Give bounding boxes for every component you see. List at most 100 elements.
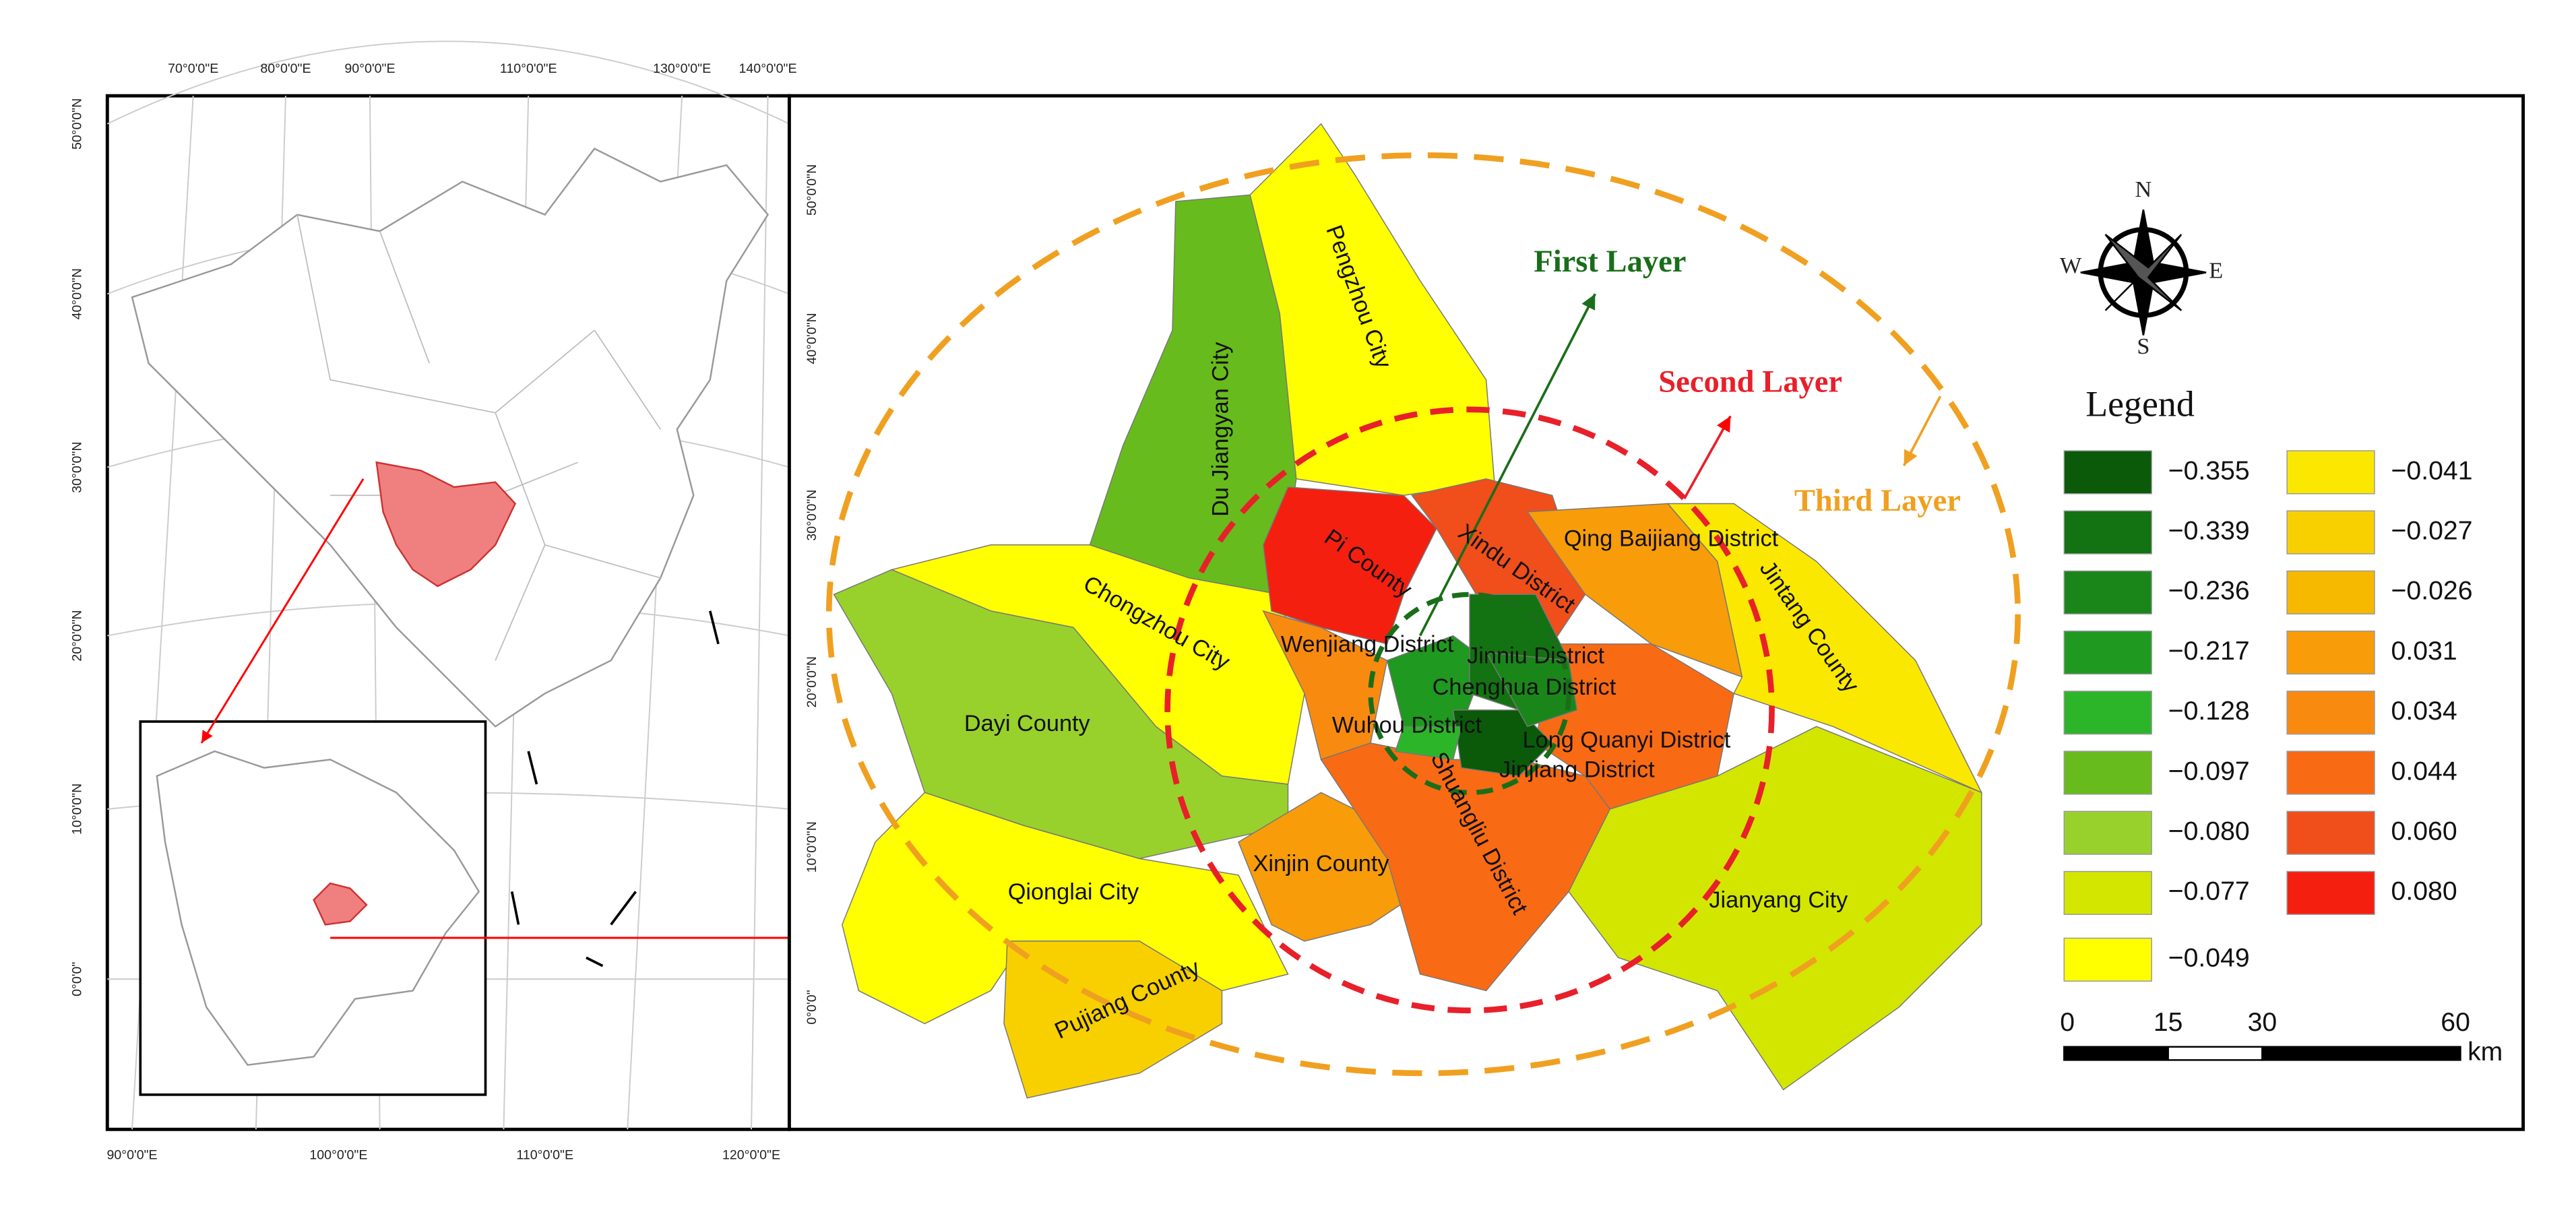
lon-label: 80°0'0"E — [260, 61, 311, 76]
legend-label: −0.041 — [2391, 456, 2473, 485]
legend-label: −0.097 — [2168, 757, 2250, 786]
district-area — [1394, 726, 1462, 761]
legend-label: 0.034 — [2391, 697, 2457, 726]
district-area — [1568, 726, 1982, 1091]
lon-label: 120°0'0"E — [722, 1148, 780, 1163]
compass-letter: N — [2135, 177, 2152, 202]
legend-label: −0.217 — [2168, 637, 2250, 666]
lat-label: 40°0'0"N — [805, 313, 819, 364]
legend-swatch — [2063, 570, 2152, 614]
layer-arrow — [1902, 395, 1942, 466]
legend-label: −0.080 — [2168, 817, 2250, 846]
legend-label: −0.236 — [2168, 577, 2250, 606]
compass — [2080, 210, 2207, 336]
lon-label: 110°0'0"E — [500, 61, 557, 76]
legend-title: Legend — [2085, 384, 2195, 424]
legend-swatch — [2286, 810, 2375, 855]
legend-swatch — [2063, 510, 2152, 554]
legend-label: −0.128 — [2168, 697, 2250, 726]
legend-label: 0.080 — [2391, 877, 2457, 906]
legend-label: 0.044 — [2391, 757, 2457, 786]
island-dash — [586, 956, 604, 967]
island-dash — [610, 891, 637, 926]
scale-segment — [2261, 1046, 2461, 1061]
district-label: Du Jiangyan City — [1208, 342, 1234, 517]
legend-label: −0.049 — [2168, 944, 2250, 973]
lat-label: 50°0'0"N — [69, 98, 84, 150]
legend-label: −0.355 — [2168, 456, 2250, 485]
parallel — [106, 40, 790, 125]
lat-label: 20°0'0"N — [805, 656, 819, 707]
legend-swatch — [2063, 691, 2152, 735]
island-dash — [708, 610, 720, 645]
lat-label: 40°0'0"N — [69, 268, 84, 319]
legend-swatch — [2286, 751, 2375, 795]
legend-swatch — [2063, 810, 2152, 855]
legend-swatch — [2286, 450, 2375, 495]
lat-label: 50°0'0"N — [805, 164, 819, 216]
legend-label: −0.077 — [2168, 877, 2250, 906]
legend-swatch — [2286, 870, 2375, 915]
legend-label: −0.027 — [2391, 517, 2473, 546]
lon-label: 110°0'0"E — [516, 1148, 573, 1163]
legend-swatch — [2286, 570, 2375, 614]
lon-label: 90°0'0"E — [344, 61, 395, 76]
legend-swatch — [2063, 450, 2152, 495]
layer-label: First Layer — [1534, 245, 1686, 279]
district-area — [1485, 651, 1578, 728]
legend-swatch — [2286, 510, 2375, 554]
legend-swatch — [2063, 937, 2152, 982]
district-area — [1003, 941, 1223, 1099]
legend-label: −0.339 — [2168, 517, 2250, 546]
scale-segment — [2063, 1046, 2169, 1061]
district-label: Wuhou District — [1332, 712, 1482, 738]
island-dash — [510, 891, 520, 925]
layer-label: Third Layer — [1794, 484, 1961, 518]
lon-label: 100°0'0"E — [309, 1148, 367, 1163]
district-label: Long Quanyi District — [1522, 727, 1730, 753]
arrow — [200, 478, 365, 744]
legend-swatch — [2286, 691, 2375, 735]
scale-label: 30 — [2248, 1008, 2277, 1037]
lon-label: 90°0'0"E — [106, 1148, 157, 1163]
compass-letter: W — [2060, 253, 2082, 278]
scale-label: 60 — [2441, 1008, 2470, 1037]
lon-label: 70°0'0"E — [168, 61, 218, 76]
compass-letter: E — [2209, 257, 2223, 283]
lat-label: 30°0'0"N — [805, 490, 819, 541]
first-layer-ring — [1368, 592, 1571, 796]
district-label: Chenghua District — [1433, 674, 1616, 700]
lat-label: 30°0'0"N — [69, 441, 84, 492]
legend-swatch — [2063, 870, 2152, 915]
legend-label: 0.031 — [2391, 637, 2457, 666]
layer-arrow — [1683, 415, 1732, 500]
third-layer-ring — [825, 152, 2021, 1077]
layer-arrow — [1418, 293, 1596, 637]
district-label: Dayi County — [964, 711, 1091, 736]
legend-swatch — [2286, 630, 2375, 675]
lat-label: 0°0'0" — [69, 962, 84, 996]
district-label: Jianyang City — [1709, 887, 1848, 913]
district-label: Jinjiang District — [1499, 757, 1655, 783]
chengdu-highlight — [313, 882, 368, 926]
lat-label: 0°0'0" — [805, 990, 819, 1024]
district-label: Jinniu District — [1467, 643, 1604, 668]
district-area — [1249, 123, 1495, 496]
province-border — [379, 230, 430, 364]
meridian — [751, 96, 769, 1130]
province-border — [495, 544, 546, 661]
lon-label: 140°0'0"E — [739, 61, 797, 76]
legend-label: 0.060 — [2391, 817, 2457, 846]
district-label: Qionglai City — [1008, 879, 1139, 905]
district-label: Qing Baijiang District — [1564, 526, 1779, 551]
lat-label: 10°0'0"N — [805, 821, 819, 872]
district-label: Wenjiang District — [1281, 631, 1454, 657]
legend-swatch — [2063, 751, 2152, 795]
lat-label: 10°0'0"N — [69, 784, 84, 835]
compass-letter: S — [2137, 333, 2149, 359]
scale-unit: km — [2468, 1038, 2503, 1067]
district-label: Xinjin County — [1253, 851, 1389, 877]
lat-label: 20°0'0"N — [69, 610, 84, 661]
compass-star — [2104, 234, 2182, 311]
